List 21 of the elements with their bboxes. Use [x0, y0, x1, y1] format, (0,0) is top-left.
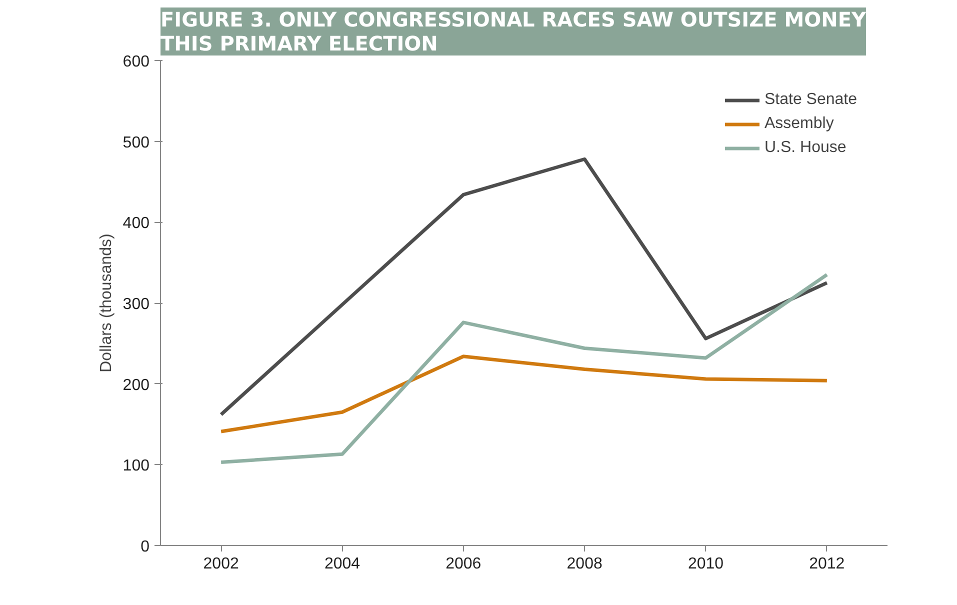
- legend-label: Assembly: [764, 115, 834, 133]
- legend-label: State Senate: [764, 91, 857, 109]
- y-tick-label: 300: [122, 296, 150, 313]
- chart-title: FIGURE 3. ONLY CONGRESSIONAL RACES SAW OUTSIZE MONEY THIS PRIMARY ELECTION: [160, 8, 867, 56]
- y-tick-label: 100: [122, 458, 150, 475]
- x-tick-label: 2010: [688, 556, 724, 572]
- line-series: [219, 157, 829, 416]
- y-tick-label: 500: [122, 134, 150, 152]
- x-tick-label: 2006: [446, 556, 482, 572]
- x-tick-label: 2012: [809, 556, 845, 572]
- line-series: [219, 272, 829, 464]
- y-tick-label: 600: [122, 54, 150, 70]
- y-tick-label: 0: [140, 538, 150, 556]
- y-tick-label: 200: [122, 376, 150, 394]
- x-tick-label: 2002: [203, 556, 239, 572]
- x-tick-label: 2004: [324, 556, 360, 572]
- y-axis-title: Dollars (thousands): [98, 234, 115, 372]
- x-tick-label: 2008: [566, 556, 602, 572]
- y-tick-label: 400: [122, 215, 150, 232]
- line-series: [219, 354, 829, 434]
- legend-label: U.S. House: [764, 139, 846, 157]
